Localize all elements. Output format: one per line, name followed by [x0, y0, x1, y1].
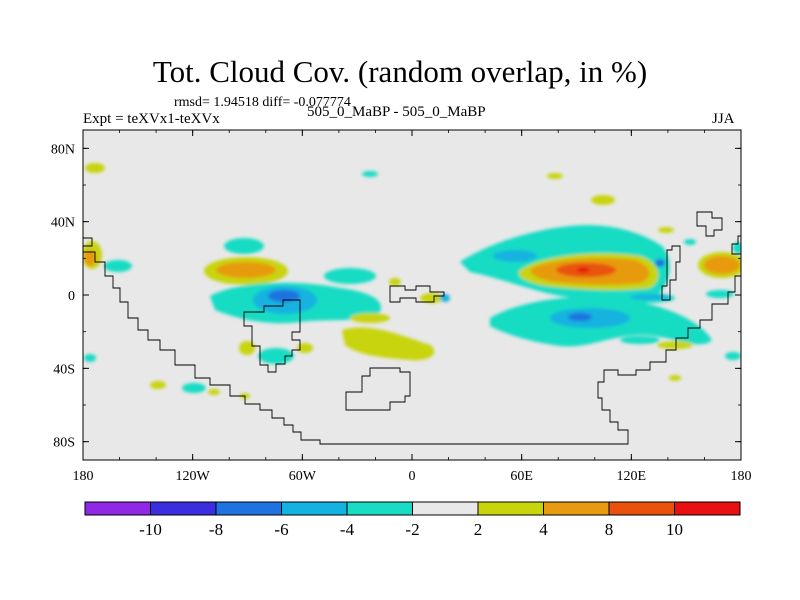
fill-patch-east-teal3 — [725, 352, 741, 360]
y-tick-label: 40S — [53, 362, 75, 377]
coastline-africa — [345, 367, 411, 411]
colorbar-swatch — [543, 501, 610, 516]
coastlines — [83, 211, 741, 445]
fill-patch-pacific-olive — [85, 163, 105, 173]
fill-patch-gulf-lightblue — [440, 294, 450, 302]
fill-patch-east-teal2 — [706, 290, 734, 298]
x-tick-label: 60W — [289, 469, 317, 484]
fill-patch-asia-blue-dot — [655, 259, 665, 267]
fill-patch-nw-teal — [84, 354, 96, 362]
y-tick-label: 80N — [51, 142, 75, 157]
coastline-west-edge — [83, 237, 93, 247]
fill-patch-sa-east-olive — [669, 375, 681, 381]
fill-patch-asia-teal-n — [684, 239, 696, 245]
colorbar-label: -10 — [139, 520, 162, 539]
colorbar-label: -2 — [405, 520, 419, 539]
y-tick-label: 0 — [68, 289, 75, 304]
colorbar-swatch — [281, 501, 348, 516]
colorbar-swatch — [150, 501, 217, 516]
fill-patch-pacific-teal — [104, 260, 132, 272]
plot-title: Tot. Cloud Cov. (random overlap, in %) — [152, 54, 648, 89]
fill-patch-asia-red — [577, 267, 589, 273]
colorbar: -10 -8 -6 -4 -2 2 4 8 10 — [84, 501, 741, 539]
colorbar-label: 10 — [666, 520, 683, 539]
season-label: JJA — [712, 111, 735, 127]
colorbar-swatch — [215, 501, 282, 516]
fill-patch-indian-blue — [568, 313, 592, 321]
x-tick-label: 120W — [176, 469, 211, 484]
colorbar-label: -4 — [340, 520, 355, 539]
fill-patch-indian-teal-s — [620, 336, 660, 344]
fill-patch-north-olive — [547, 173, 563, 179]
x-tick-label: 180 — [731, 469, 752, 484]
fill-patch-maritime-lightblue — [630, 294, 670, 300]
colorbar-swatch — [477, 501, 544, 516]
x-tick-label: 60E — [510, 469, 533, 484]
fill-patch-southpac-olive — [150, 381, 166, 389]
colorbar-swatch — [674, 501, 741, 516]
coastline-north-east — [696, 211, 723, 237]
coastline-americas — [83, 251, 741, 445]
stats-line: rmsd= 1.94518 diff= -0.077774 — [174, 95, 351, 110]
fill-patch-east-olive2 — [657, 341, 693, 349]
y-axis: 80N 40N 0 40S 80S — [51, 142, 741, 451]
colorbar-label: 8 — [605, 520, 614, 539]
fill-patch-east-teal — [733, 242, 741, 254]
fill-patch-pacific-west-orange — [84, 250, 96, 266]
fill-patch-south-atl-olive2 — [350, 313, 390, 323]
x-tick-label: 180 — [73, 469, 94, 484]
fill-patch-north-olive2 — [591, 195, 615, 205]
fill-patch-ca-teal-north — [224, 238, 264, 254]
x-tick-label: 0 — [409, 469, 416, 484]
fill-patch-asia-lightblue — [493, 250, 537, 262]
fill-patch-atl-olive-small — [389, 278, 401, 286]
fill-patch-east-orange — [704, 256, 740, 274]
contour-fills — [83, 163, 741, 399]
x-axis: 180 120W 60W 0 60E 120E 180 — [73, 130, 752, 484]
experiment-label: Expt = teXVx1-teXVx — [83, 111, 220, 127]
coastline-arabia — [389, 285, 445, 303]
fill-patch-southpac-olive2 — [208, 389, 220, 395]
fill-patch-ca-orange — [216, 262, 276, 278]
colorbar-swatch — [608, 501, 675, 516]
fill-patch-north-teal — [362, 171, 378, 177]
fill-patch-southpac-teal — [182, 383, 206, 393]
x-tick-label: 120E — [617, 469, 647, 484]
colorbar-swatch — [346, 501, 413, 516]
coastline-south-america — [243, 299, 301, 373]
fill-patch-sa-olive-w — [239, 341, 255, 355]
fill-patch-asia-olive-n — [658, 227, 674, 233]
fill-patch-south-atl-olive — [342, 327, 435, 361]
colorbar-label: 2 — [474, 520, 483, 539]
colorbar-label: -8 — [209, 520, 223, 539]
fill-patch-atl-teal-n — [324, 268, 376, 284]
colorbar-label: 4 — [539, 520, 548, 539]
colorbar-label: -6 — [274, 520, 288, 539]
fill-patch-sa-olive-e — [297, 343, 313, 353]
coastline-east-edge — [731, 235, 741, 255]
colorbar-swatch — [84, 501, 151, 516]
fill-patch-gulf-olive — [420, 293, 444, 303]
y-tick-label: 80S — [53, 436, 75, 451]
colorbar-swatch — [412, 501, 479, 516]
case-label: 505_0_MaBP - 505_0_MaBP — [307, 104, 486, 120]
fill-patch-ca-blue — [268, 290, 300, 302]
coastline-pacific-island — [661, 245, 681, 301]
y-tick-label: 40N — [51, 216, 75, 231]
